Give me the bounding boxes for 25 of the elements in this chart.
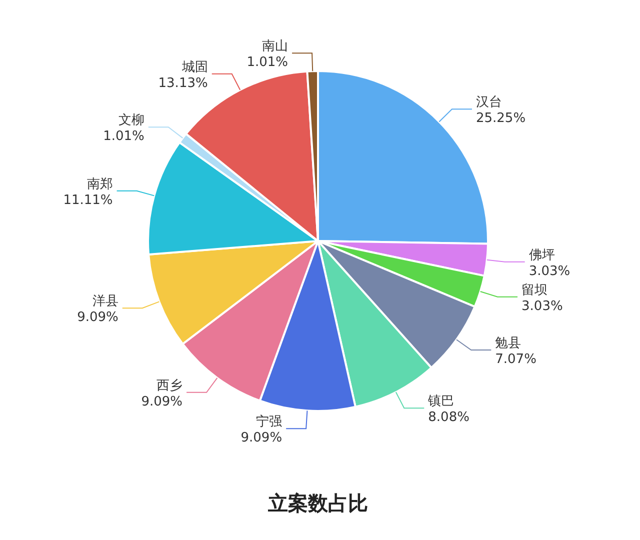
slice-label: 佛坪 [528,248,555,263]
slice-label: 勉县 [495,336,522,352]
text: 立案数占比 [267,491,368,515]
data-label: 13.13% [158,76,208,91]
slice-label: 西乡 [156,378,183,394]
slice-label: 文柳 [118,113,144,128]
slice-label: 汉台 [476,95,502,110]
data-label: 9.09% [77,310,118,326]
slice-label: 宁强 [256,414,282,430]
slice-label: 留坝 [522,282,548,298]
data-label: 9.09% [240,430,282,446]
slice-label: 南郑 [86,176,113,192]
data-label: 8.08% [428,410,470,426]
data-label: 7.07% [495,352,536,368]
data-label: 3.03% [522,298,563,314]
slice-label: 南山 [262,39,288,54]
data-label: 25.25% [476,111,526,126]
data-label: 1.01% [246,55,288,70]
data-label: 1.01% [103,129,144,144]
data-label: 11.11% [63,192,113,208]
slice-label: 城固 [180,60,208,75]
slice-label: 洋县 [92,294,118,310]
data-label: 3.03% [528,264,570,279]
slice-label: 镇巴 [427,394,454,410]
data-label: 9.09% [141,394,183,410]
